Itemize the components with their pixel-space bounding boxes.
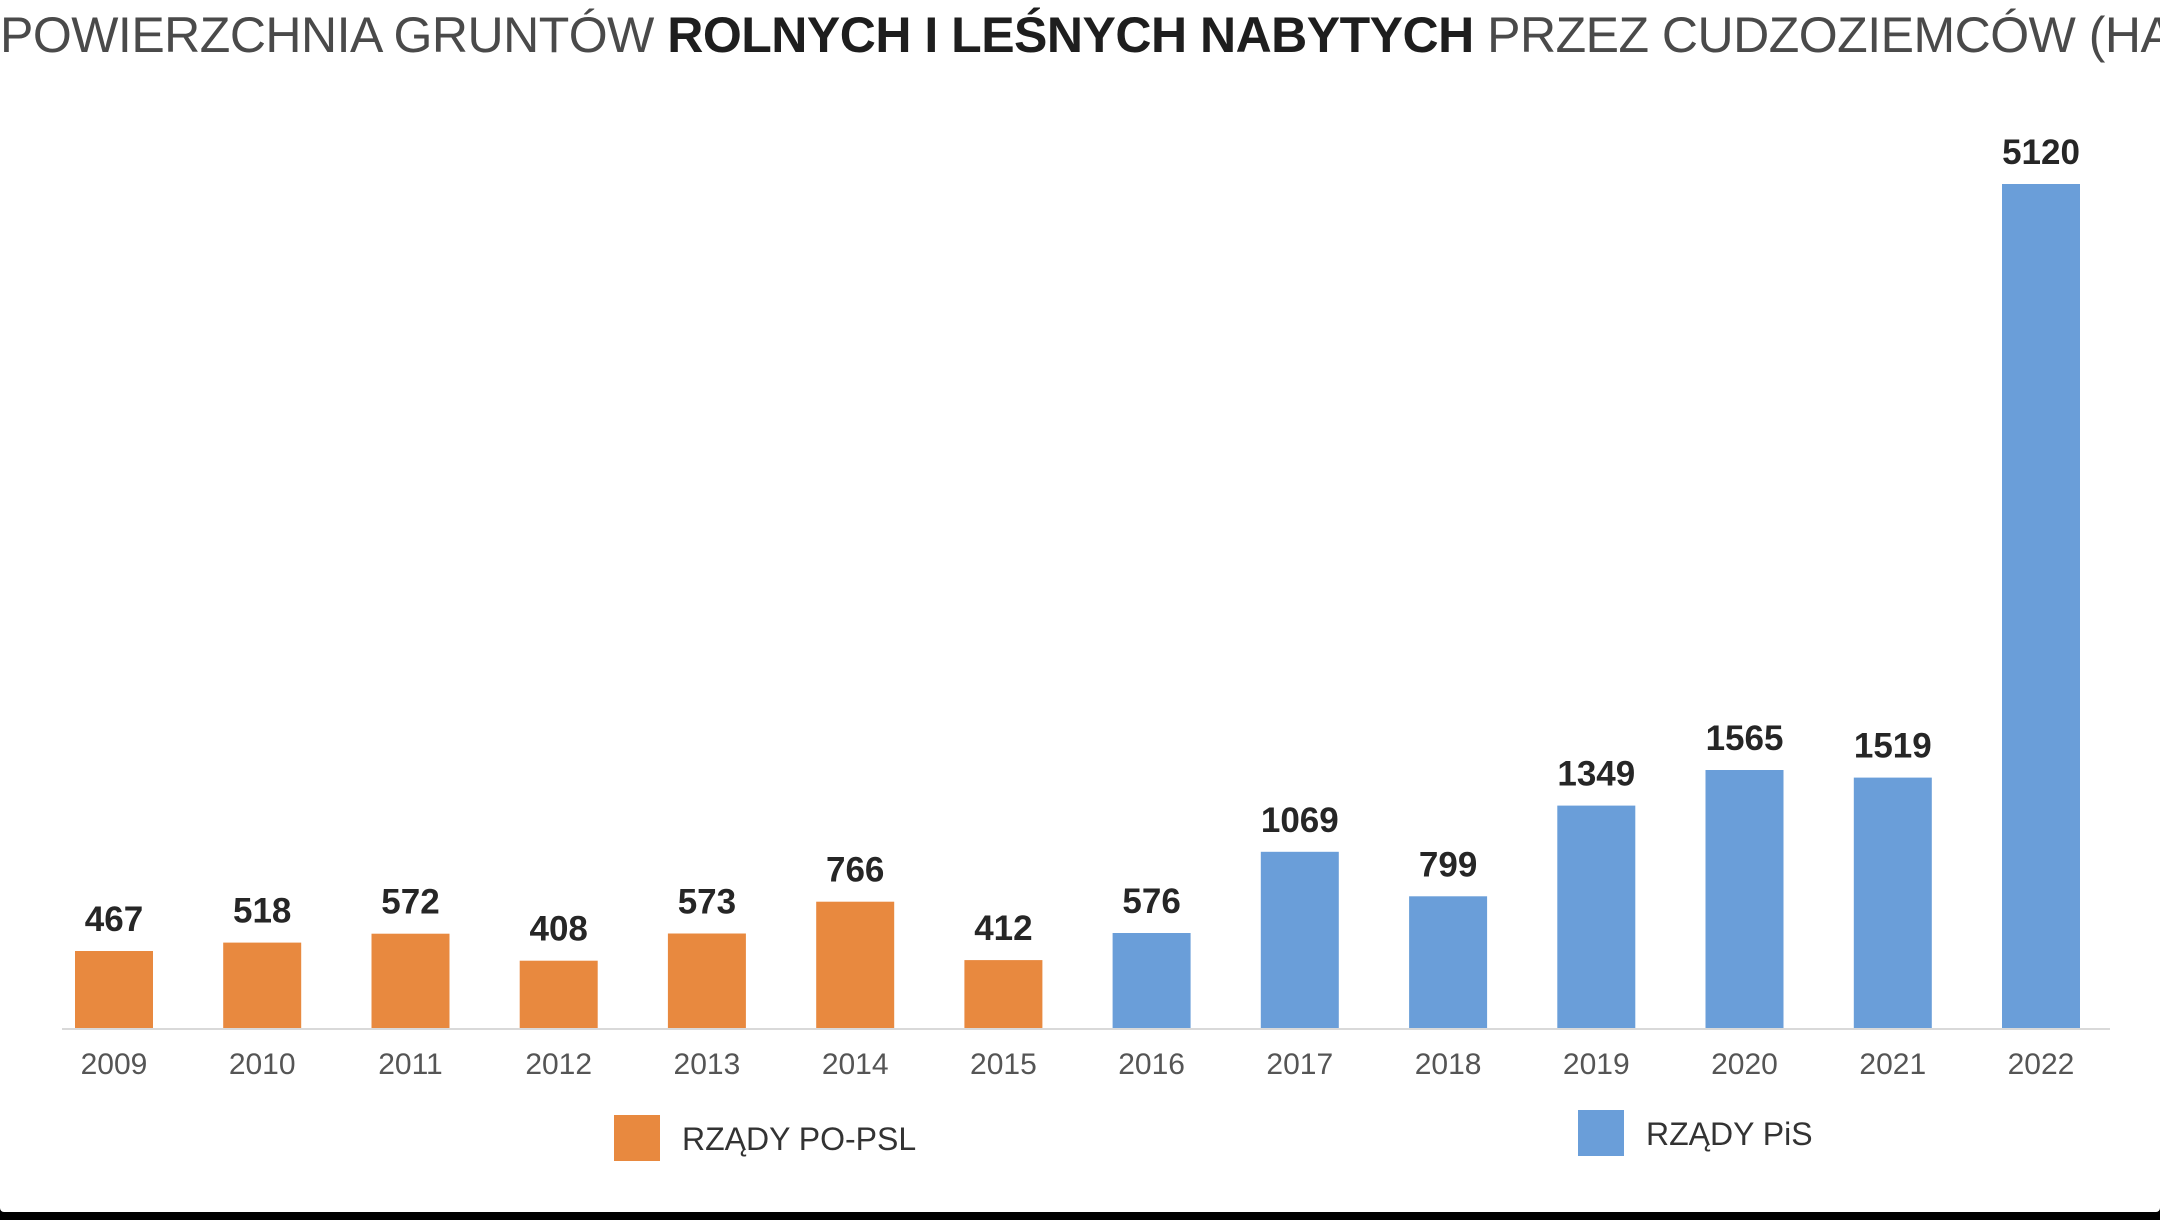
data-label-2019: 1349	[1557, 755, 1635, 794]
bar-2016	[1112, 933, 1191, 1028]
bar-2011	[371, 933, 450, 1028]
bars-layer	[75, 184, 2080, 1028]
bar-2018	[1409, 896, 1488, 1028]
data-label-2012: 408	[529, 910, 587, 949]
x-tick-label-2013: 2013	[674, 1048, 741, 1081]
title-part-regular-2: PRZEZ CUDZOZIEMCÓW (HA)	[1473, 7, 2160, 63]
title-part-regular-1: POWIERZCHNIA GRUNTÓW	[0, 7, 668, 63]
x-tick-label-2011: 2011	[378, 1048, 443, 1081]
bar-2010	[223, 942, 302, 1028]
title-part-bold: ROLNYCH I LEŚNYCH NABYTYCH	[667, 7, 1474, 63]
bar-2021	[1853, 777, 1932, 1028]
bar-2022	[2002, 184, 2080, 1028]
x-tick-label-2021: 2021	[1859, 1048, 1926, 1081]
bar-2015	[964, 960, 1043, 1028]
data-label-2018: 799	[1419, 845, 1477, 884]
legend-label-1: RZĄDY PiS	[1646, 1116, 1813, 1152]
x-tick-label-2019: 2019	[1563, 1048, 1630, 1081]
x-tick-label-2012: 2012	[525, 1048, 592, 1081]
x-tick-label-2014: 2014	[822, 1048, 889, 1081]
bar-2014	[816, 901, 895, 1028]
x-tick-labels-layer: 2009 2010 2011 2012 2013 2014 2015 2016 2017 2018…	[81, 1048, 2075, 1081]
data-label-2020: 1565	[1706, 719, 1784, 758]
bar-2019	[1557, 805, 1636, 1028]
data-label-2014: 766	[826, 851, 884, 890]
legend-label-0: RZĄDY PO-PSL	[682, 1121, 916, 1157]
x-tick-label-2018: 2018	[1415, 1048, 1482, 1081]
x-tick-label-2009: 2009	[81, 1048, 148, 1081]
data-label-2015: 412	[974, 909, 1032, 948]
x-tick-label-2022: 2022	[2008, 1048, 2075, 1081]
legend-swatch-0	[614, 1115, 660, 1161]
data-label-2009: 467	[85, 900, 143, 939]
x-tick-label-2017: 2017	[1266, 1048, 1333, 1081]
data-label-2021: 1519	[1854, 727, 1932, 766]
data-label-2010: 518	[233, 892, 291, 931]
bar-2009	[75, 951, 153, 1028]
legend-swatch-1	[1578, 1110, 1624, 1156]
data-labels-layer: 467 518 572 408 573 766 412 576 1069 799 1349 1565 1…	[85, 133, 2080, 949]
data-label-2022: 5120	[2002, 133, 2080, 172]
data-label-2013: 573	[678, 883, 736, 922]
data-label-2011: 572	[381, 883, 439, 922]
legend: RZĄDY PO-PSL RZĄDY PiS	[614, 1110, 1813, 1161]
bar-2020	[1705, 770, 1784, 1028]
x-tick-label-2015: 2015	[970, 1048, 1037, 1081]
bar-2013	[667, 933, 746, 1028]
chart-title: POWIERZCHNIA GRUNTÓW ROLNYCH I LEŚNYCH N…	[0, 6, 2160, 64]
x-tick-label-2016: 2016	[1118, 1048, 1185, 1081]
data-label-2017: 1069	[1261, 801, 1339, 840]
x-tick-label-2020: 2020	[1711, 1048, 1778, 1081]
x-tick-label-2010: 2010	[229, 1048, 296, 1081]
bar-2012	[519, 960, 598, 1028]
bar-2017	[1260, 851, 1339, 1028]
data-label-2016: 576	[1122, 882, 1180, 921]
